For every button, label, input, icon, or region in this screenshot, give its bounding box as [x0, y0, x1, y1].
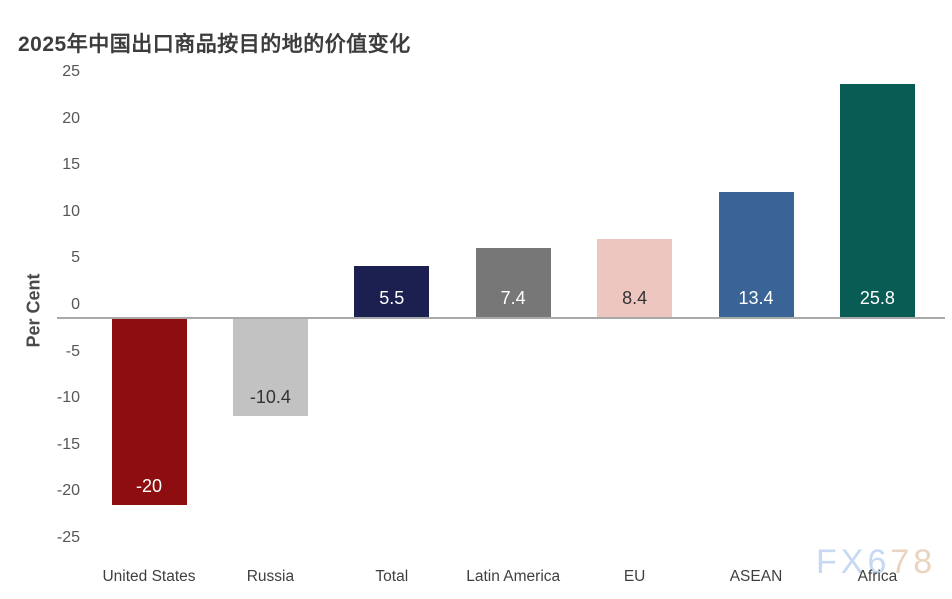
bar-value-label-africa: 25.8 [859, 288, 895, 308]
category-label-united-states: United States [102, 568, 196, 585]
y-axis-tick-label: -5 [65, 342, 80, 360]
bar-asean [718, 192, 794, 317]
bar-africa [839, 84, 915, 317]
bar-value-label-asean: 13.4 [738, 288, 774, 308]
bar-value-label-total: 5.5 [379, 288, 405, 308]
category-label-total: Total [375, 568, 409, 585]
bar-value-label-latin-america: 7.4 [500, 288, 526, 308]
y-axis-tick-label: 10 [62, 202, 80, 220]
y-axis-tick-label: 0 [71, 296, 80, 313]
bar-eu [597, 238, 673, 317]
y-axis-tick-label: 20 [62, 109, 80, 127]
watermark-text-tan: 78 [890, 543, 937, 581]
bar-russia [232, 319, 308, 416]
zero-axis-line [57, 317, 945, 319]
category-label-latin-america: Latin America [466, 568, 561, 585]
y-axis-tick-label: -10 [56, 389, 80, 407]
chart-title: 2025年中国出口商品按目的地的价值变化 [18, 33, 411, 56]
bar-total [354, 265, 430, 317]
category-label-asean: ASEAN [729, 568, 783, 585]
watermark-text-blue: FX6 [816, 543, 891, 581]
y-axis-tick-label: -15 [56, 435, 80, 453]
bar-value-label-eu: 8.4 [622, 288, 648, 308]
category-label-africa: Africa [857, 568, 898, 585]
y-axis-tick-label: -25 [56, 529, 80, 546]
y-axis-tick-label: 25 [62, 63, 80, 80]
y-axis-tick-label: 15 [62, 156, 80, 174]
category-label-eu: EU [623, 568, 646, 585]
bar-value-label-united-states: -20 [135, 476, 162, 497]
category-label-russia: Russia [246, 568, 295, 585]
bar-value-label-russia: -10.4 [249, 386, 291, 407]
y-axis-tick-label: -20 [56, 482, 80, 500]
bar-latin-america [475, 248, 551, 317]
watermark-fx678: FX678 [816, 543, 936, 582]
y-axis-tick-label: 5 [71, 249, 80, 267]
bar-united-states [111, 319, 187, 506]
